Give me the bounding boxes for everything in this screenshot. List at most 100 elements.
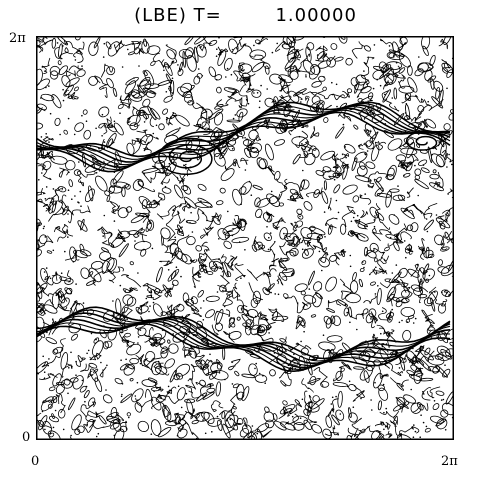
contour-dot bbox=[391, 332, 393, 335]
contour-dot bbox=[223, 305, 226, 308]
contour-loop bbox=[369, 206, 380, 219]
contour-dot bbox=[344, 155, 347, 157]
contour-loop bbox=[169, 369, 177, 383]
contour-dot bbox=[391, 308, 394, 311]
contour-dot bbox=[74, 195, 76, 197]
contour-loop bbox=[414, 68, 424, 77]
contour-loop bbox=[407, 65, 413, 76]
contour-dot bbox=[106, 364, 108, 367]
contour-dot bbox=[209, 353, 211, 356]
contour-dot bbox=[383, 411, 385, 414]
contour-dot bbox=[137, 336, 140, 338]
contour-loop bbox=[137, 84, 146, 96]
contour-fragment bbox=[385, 430, 393, 439]
contour-dot bbox=[176, 434, 179, 437]
contour-dot bbox=[374, 293, 377, 295]
contour-dot bbox=[240, 203, 242, 205]
contour-loop bbox=[77, 425, 85, 433]
contour-loop bbox=[315, 170, 325, 177]
contour-dot bbox=[208, 116, 210, 118]
contour-loop bbox=[400, 306, 415, 318]
contour-dot bbox=[440, 399, 443, 401]
contour-dot bbox=[278, 274, 281, 276]
contour-loop bbox=[387, 164, 397, 181]
contour-loop bbox=[88, 267, 102, 283]
contour-loop bbox=[418, 293, 428, 299]
contour-loop bbox=[423, 219, 434, 231]
contour-dot bbox=[49, 277, 52, 280]
contour-loop bbox=[64, 287, 73, 295]
contour-fragment bbox=[313, 367, 328, 388]
contour-fragment bbox=[55, 288, 67, 300]
contour-loop bbox=[208, 108, 224, 120]
contour-fragment bbox=[389, 377, 409, 391]
contour-loop bbox=[263, 232, 272, 242]
contour-dot bbox=[200, 307, 202, 309]
contour-loop bbox=[220, 168, 235, 182]
contour-loop bbox=[140, 134, 154, 145]
upper-shear-layer-line bbox=[36, 101, 451, 158]
contour-fragment bbox=[285, 233, 302, 248]
contour-loop bbox=[158, 123, 165, 131]
contour-fragment bbox=[376, 324, 395, 337]
contour-loop bbox=[98, 106, 110, 118]
contour-loop bbox=[166, 49, 176, 60]
contour-fragment bbox=[443, 289, 449, 297]
x-min-tick-label: 0 bbox=[31, 454, 40, 469]
contour-loop bbox=[149, 107, 161, 120]
contour-fragment bbox=[441, 59, 452, 69]
contour-dot bbox=[191, 231, 194, 233]
contour-loop bbox=[205, 370, 218, 376]
contour-dot bbox=[403, 199, 405, 202]
contour-loop bbox=[86, 280, 96, 286]
contour-fragment bbox=[295, 91, 318, 100]
contour-dot bbox=[125, 358, 127, 361]
contour-loop bbox=[165, 73, 173, 84]
contour-loop bbox=[182, 50, 186, 68]
contour-dot bbox=[377, 285, 379, 287]
contour-fragment bbox=[295, 53, 311, 73]
contour-fragment bbox=[58, 293, 68, 302]
contour-fragment bbox=[142, 283, 153, 299]
contour-dot bbox=[348, 380, 351, 383]
contour-dot bbox=[216, 48, 218, 50]
contour-loop bbox=[104, 190, 111, 196]
contour-dot bbox=[156, 387, 158, 390]
contour-loop bbox=[331, 414, 340, 426]
contour-loop bbox=[224, 57, 233, 71]
contour-loop bbox=[398, 85, 415, 94]
contour-dot bbox=[70, 434, 72, 437]
contour-loop bbox=[281, 268, 295, 274]
contour-dot bbox=[171, 60, 174, 63]
contour-dot bbox=[152, 301, 155, 304]
contour-loop bbox=[387, 138, 403, 151]
contour-loop bbox=[123, 363, 136, 376]
contour-dot bbox=[326, 253, 329, 256]
contour-fragment bbox=[368, 427, 385, 440]
contour-fragment bbox=[117, 413, 128, 431]
contour-dot bbox=[54, 321, 57, 323]
contour-loop bbox=[79, 249, 92, 257]
contour-dot bbox=[258, 157, 260, 159]
contour-dot bbox=[426, 230, 429, 233]
contour-loop bbox=[106, 411, 119, 420]
contour-loop bbox=[304, 153, 316, 166]
contour-loop bbox=[71, 414, 82, 431]
contour-fragment bbox=[180, 200, 191, 212]
contour-loop bbox=[425, 118, 437, 129]
contour-dot bbox=[86, 352, 88, 355]
contour-fragment bbox=[399, 282, 413, 304]
contour-loop bbox=[48, 415, 60, 423]
contour-loop bbox=[314, 292, 323, 300]
contour-loop bbox=[377, 400, 382, 411]
contour-dot bbox=[62, 428, 65, 431]
contour-loop bbox=[197, 183, 207, 191]
contour-dot bbox=[201, 75, 204, 77]
contour-dot bbox=[43, 271, 46, 273]
contour-dot bbox=[190, 211, 192, 214]
contour-loop bbox=[432, 169, 437, 174]
contour-dot bbox=[72, 260, 75, 263]
contour-fragment bbox=[179, 163, 192, 184]
contour-dot bbox=[425, 425, 428, 428]
contour-dot bbox=[132, 94, 134, 97]
